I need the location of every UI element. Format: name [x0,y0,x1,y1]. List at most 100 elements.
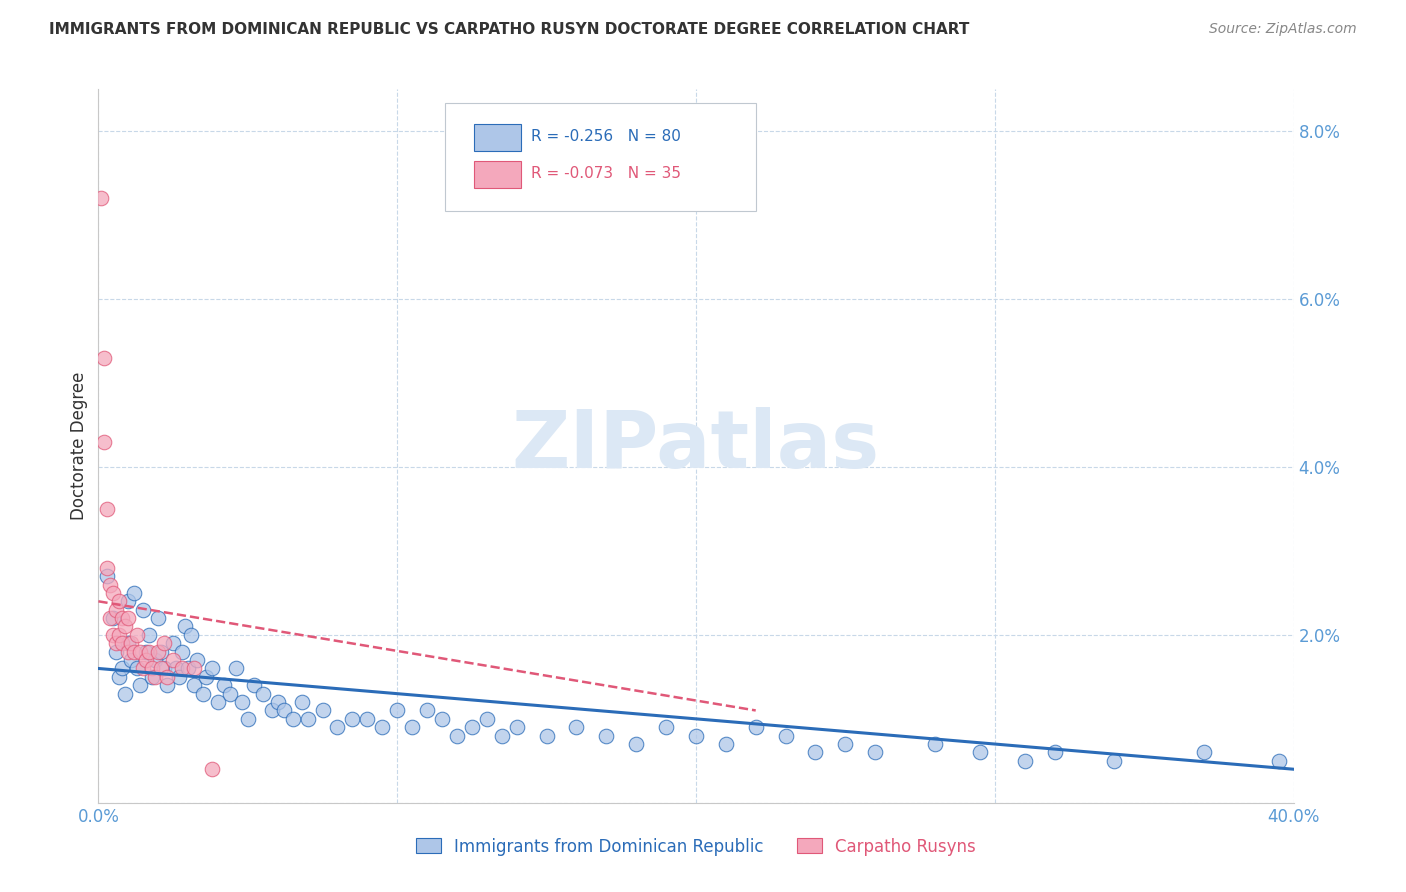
Point [108,628,131,642]
Point [243,678,266,692]
Point [356,712,378,726]
Point [267,695,290,709]
Y-axis label: Doctorate Degree: Doctorate Degree [70,372,89,520]
Point [93,351,115,365]
Point [124,586,146,600]
Point [685,729,707,743]
Point [150,661,173,675]
Point [153,636,176,650]
Point [401,720,423,734]
Point [117,636,139,650]
Point [969,746,991,760]
Point [105,603,128,617]
Point [1014,754,1036,768]
Point [1192,746,1215,760]
Point [326,720,349,734]
Point [141,670,163,684]
Point [96,560,118,574]
Text: Source: ZipAtlas.com: Source: ZipAtlas.com [1209,22,1357,37]
Point [506,720,529,734]
Point [105,636,128,650]
Point [117,611,139,625]
Point [117,594,139,608]
Point [96,569,118,583]
Point [135,653,157,667]
Point [219,687,242,701]
Point [775,729,797,743]
Point [201,762,224,776]
Point [491,729,513,743]
Point [297,712,319,726]
Point [98,611,122,625]
Point [595,729,617,743]
Point [626,737,648,751]
Point [132,661,155,675]
Point [114,619,136,633]
Point [148,645,170,659]
Point [172,645,194,659]
Point [111,611,134,625]
Point [103,586,125,600]
Text: R = -0.256   N = 80: R = -0.256 N = 80 [531,128,681,144]
Point [93,434,115,449]
Point [461,720,484,734]
Point [1267,754,1289,768]
Point [183,661,205,675]
Point [371,720,394,734]
Point [191,687,214,701]
Point [430,712,453,726]
Point [135,645,157,659]
Point [162,636,184,650]
Point [120,636,142,650]
Point [655,720,678,734]
Point [231,695,253,709]
Point [129,678,152,692]
Point [162,653,184,667]
Point [225,661,247,675]
Point [150,645,173,659]
Point [127,661,149,675]
Point [385,703,409,717]
Text: IMMIGRANTS FROM DOMINICAN REPUBLIC VS CARPATHO RUSYN DOCTORATE DEGREE CORRELATIO: IMMIGRANTS FROM DOMINICAN REPUBLIC VS CA… [49,22,970,37]
Point [143,653,166,667]
Point [117,645,139,659]
Point [114,687,136,701]
Point [475,712,498,726]
Point [96,502,118,516]
Point [111,661,134,675]
Point [124,645,146,659]
Point [156,670,179,684]
Point [167,670,190,684]
Point [143,670,166,684]
Point [108,670,131,684]
Point [148,611,170,625]
Point [183,678,205,692]
Point [745,720,768,734]
Point [153,661,176,675]
Point [1104,754,1126,768]
Text: R = -0.073   N = 35: R = -0.073 N = 35 [531,166,681,181]
Point [865,746,887,760]
Point [273,703,295,717]
Point [195,670,218,684]
Point [291,695,314,709]
Point [281,712,304,726]
Point [120,653,142,667]
Point [924,737,946,751]
Point [236,712,259,726]
Bar [474,161,522,188]
Point [138,645,160,659]
Point [252,687,274,701]
Point [714,737,737,751]
Point [565,720,588,734]
Point [207,695,229,709]
Point [108,594,131,608]
Point [103,628,125,642]
Point [138,628,160,642]
Point [834,737,856,751]
Point [311,703,333,717]
Point [105,645,128,659]
Point [186,653,208,667]
Point [416,703,439,717]
Point [129,645,152,659]
